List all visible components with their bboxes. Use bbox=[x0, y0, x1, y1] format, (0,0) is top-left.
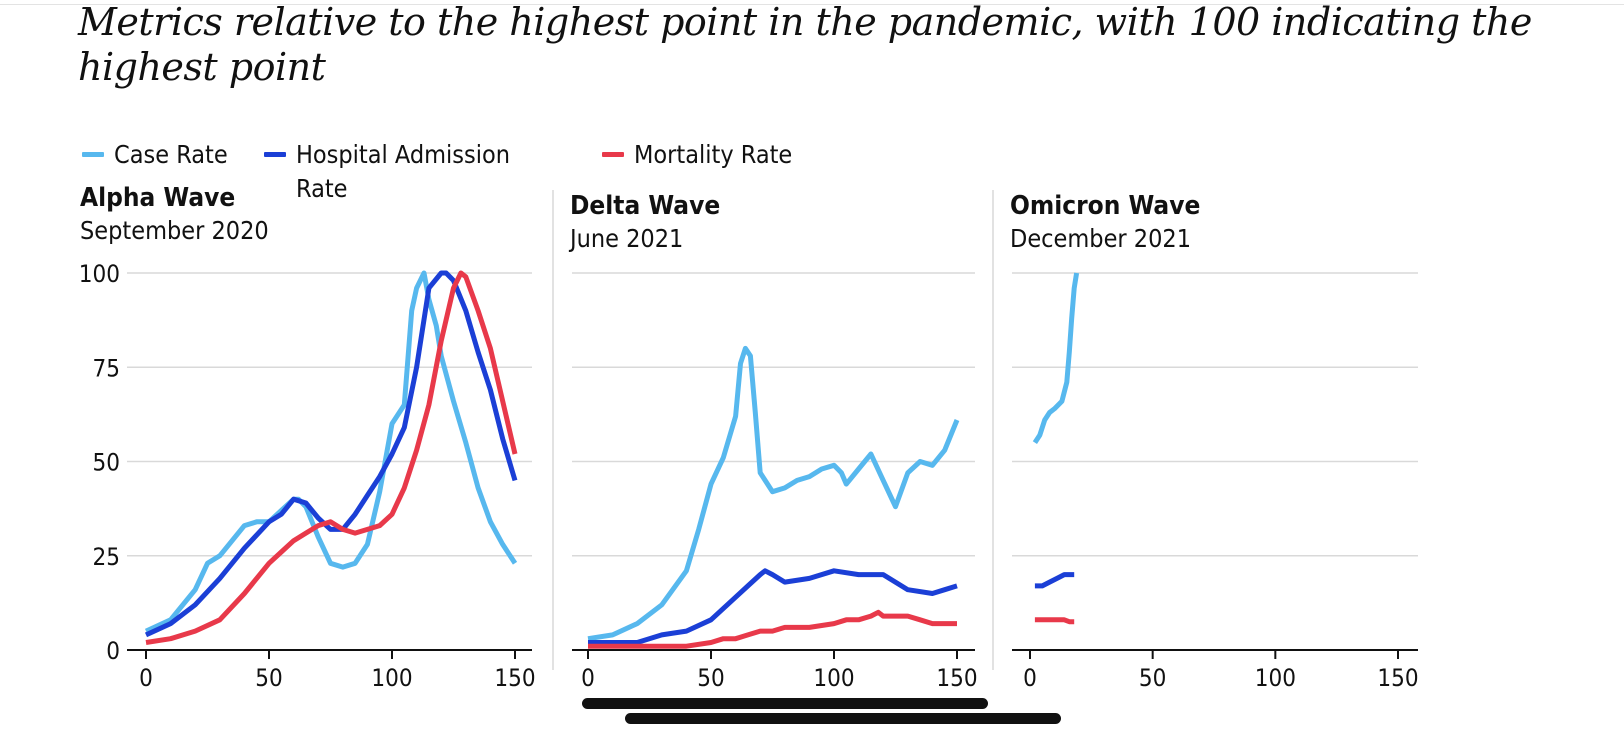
x-tick-label-alpha-150: 150 bbox=[494, 664, 535, 692]
series-line-omicron-case-rate bbox=[1032, 272, 1080, 444]
series-line-alpha-hospital-admission-rate bbox=[144, 270, 518, 638]
x-tick-label-omicron-0: 0 bbox=[1023, 664, 1037, 692]
x-tick-label-delta-50: 50 bbox=[697, 664, 724, 692]
x-tick-label-delta-0: 0 bbox=[581, 664, 595, 692]
scroll-indicator-bar-secondary bbox=[625, 713, 1061, 724]
series-line-alpha-case-rate bbox=[144, 270, 518, 634]
series-line-delta-hospital-admission-rate bbox=[588, 568, 958, 645]
series-line-omicron-mortality-rate bbox=[1034, 617, 1075, 625]
panel-subtitle-delta: June 2021 bbox=[570, 224, 684, 253]
x-tick-label-delta-100: 100 bbox=[813, 664, 854, 692]
panel-title-omicron: Omicron Wave bbox=[1010, 191, 1201, 221]
panel-subtitle-alpha: September 2020 bbox=[80, 216, 269, 245]
x-tick-label-alpha-50: 50 bbox=[255, 664, 282, 692]
x-tick-label-omicron-50: 50 bbox=[1139, 664, 1166, 692]
x-tick-label-alpha-0: 0 bbox=[139, 664, 153, 692]
chart-title: Metrics relative to the highest point in… bbox=[78, 0, 1532, 89]
legend-label-mortality-rate: Mortality Rate bbox=[634, 140, 793, 169]
panel-title-delta: Delta Wave bbox=[570, 191, 721, 221]
x-tick-label-omicron-150: 150 bbox=[1377, 664, 1418, 692]
x-tick-label-delta-150: 150 bbox=[936, 664, 977, 692]
top-rule bbox=[0, 4, 1624, 5]
series-line-delta-case-rate bbox=[587, 345, 960, 642]
series-line-omicron-hospital-admission-rate bbox=[1034, 572, 1075, 589]
y-tick-label-0: 0 bbox=[106, 637, 120, 665]
scroll-indicator-bar bbox=[582, 698, 988, 709]
y-tick-label-75: 75 bbox=[93, 354, 120, 382]
legend-label-hospital-admission-rate: Hospital Admission Rate bbox=[296, 140, 511, 203]
legend-swatch-mortality-rate bbox=[602, 152, 624, 157]
y-tick-label-100: 100 bbox=[79, 260, 120, 288]
panel-subtitle-omicron: December 2021 bbox=[1010, 224, 1192, 253]
series-line-alpha-mortality-rate bbox=[145, 270, 518, 645]
legend-label-case-rate: Case Rate bbox=[114, 140, 228, 169]
legend-swatch-case-rate bbox=[82, 152, 104, 157]
y-tick-label-25: 25 bbox=[93, 543, 120, 571]
y-tick-label-50: 50 bbox=[93, 449, 120, 477]
legend-swatch-hospital-admission-rate bbox=[264, 152, 286, 157]
x-tick-label-alpha-100: 100 bbox=[371, 664, 412, 692]
panel-title-alpha: Alpha Wave bbox=[80, 183, 236, 213]
x-tick-label-omicron-100: 100 bbox=[1255, 664, 1296, 692]
series-line-delta-mortality-rate bbox=[588, 609, 957, 649]
